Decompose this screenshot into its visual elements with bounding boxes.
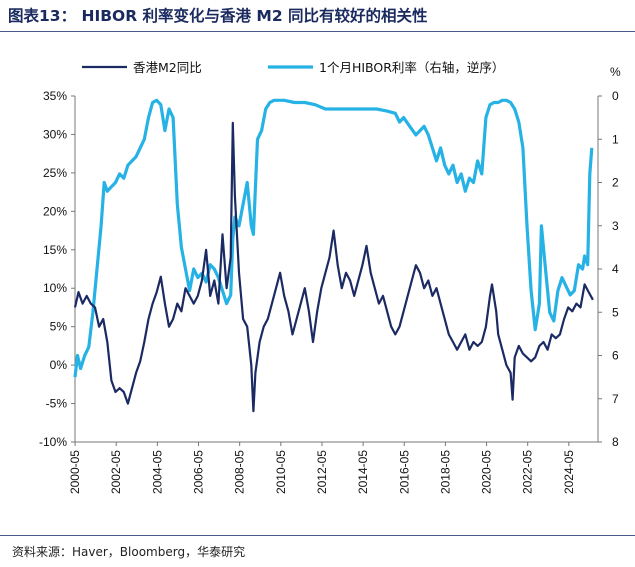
x-tick-label: 2006-05 bbox=[192, 450, 206, 494]
left-tick-label: 0% bbox=[50, 358, 68, 372]
legend-label-m2: 香港M2同比 bbox=[133, 60, 202, 75]
right-tick-label: 7 bbox=[612, 392, 619, 406]
left-tick-label: 15% bbox=[43, 243, 67, 257]
left-tick-label: 30% bbox=[43, 127, 67, 141]
x-tick-label: 2018-05 bbox=[438, 450, 452, 494]
x-tick-label: 2012-05 bbox=[315, 450, 329, 494]
right-tick-label: 2 bbox=[612, 176, 619, 190]
figure-title: 图表13： HIBOR 利率变化与香港 M2 同比有较好的相关性 bbox=[8, 7, 428, 25]
right-tick-label: 6 bbox=[612, 349, 619, 363]
chart-ticks: -10% -5% 0% 5% 10% 15% 20% 25% 30% 35% 0 1 2 3 4 5 6 7 8% 2… bbox=[39, 65, 621, 494]
legend-label-hibor: 1个月HIBOR利率（右轴，逆序） bbox=[319, 60, 504, 75]
x-tick-label: 2002-05 bbox=[109, 450, 123, 494]
source-note: 资料来源：Haver，Bloomberg，华泰研究 bbox=[12, 545, 246, 559]
right-tick-label: 3 bbox=[612, 219, 619, 233]
chart-legend: 香港M2同比 1个月HIBOR利率（右轴，逆序） bbox=[82, 60, 504, 75]
series-line-m2 bbox=[73, 121, 594, 413]
left-tick-label: 10% bbox=[43, 281, 67, 295]
x-tick-label: 2008-05 bbox=[233, 450, 247, 494]
line-chart: -10% -5% 0% 5% 10% 15% 20% 25% 30% 35% 0 1 2 3 4 5 6 7 8% 2… bbox=[39, 60, 621, 494]
right-tick-label: 8 bbox=[612, 435, 619, 449]
source-divider bbox=[0, 535, 635, 536]
chart-axes bbox=[74, 96, 599, 443]
series-line-hibor bbox=[73, 98, 594, 378]
x-tick-label: 2020-05 bbox=[480, 450, 494, 494]
x-tick-label: 2016-05 bbox=[397, 450, 411, 494]
x-tick-label: 2004-05 bbox=[150, 450, 164, 494]
left-tick-label: 35% bbox=[43, 89, 67, 103]
x-tick-label: 2022-05 bbox=[521, 450, 535, 494]
x-tick-label: 2000-05 bbox=[68, 450, 82, 494]
right-axis-unit: % bbox=[610, 65, 621, 79]
x-tick-label: 2014-05 bbox=[356, 450, 370, 494]
right-tick-label: 4 bbox=[612, 262, 619, 276]
chart-lines bbox=[73, 98, 594, 413]
right-tick-label: 5 bbox=[612, 305, 619, 319]
x-tick-label: 2024-05 bbox=[562, 450, 576, 494]
left-tick-label: 25% bbox=[43, 166, 67, 180]
right-tick-label: 0 bbox=[612, 89, 619, 103]
title-divider bbox=[0, 31, 635, 32]
right-tick-label: 1 bbox=[612, 132, 619, 146]
x-tick-label: 2010-05 bbox=[274, 450, 288, 494]
left-tick-label: 5% bbox=[50, 320, 68, 334]
left-tick-label: 20% bbox=[43, 204, 67, 218]
left-tick-label: -10% bbox=[39, 435, 67, 449]
left-tick-label: -5% bbox=[46, 397, 68, 411]
